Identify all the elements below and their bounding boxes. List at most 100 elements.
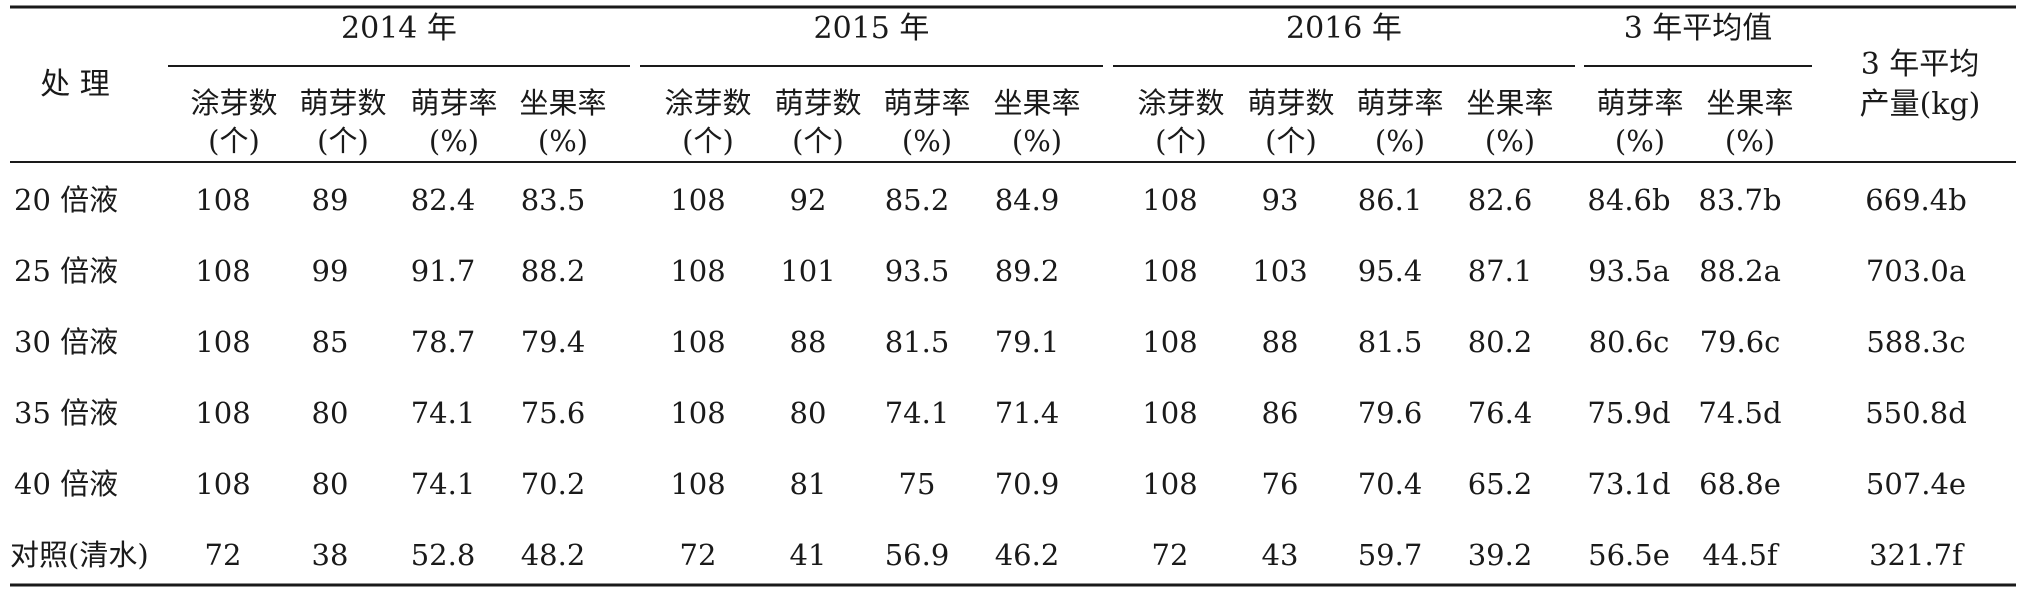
table-cell: 108: [1142, 183, 1198, 217]
table-cell: 93.5a: [1588, 254, 1670, 288]
table-cell: 84.6b: [1587, 183, 1671, 217]
subheader-unit: (%): [1374, 124, 1426, 158]
subheader-fruit-set-rate: 坐果率: [993, 86, 1081, 120]
subheader-sprouted-buds: 萌芽数: [774, 86, 862, 120]
table-cell: 72: [679, 538, 717, 572]
subheader-coated-buds: 涂芽数: [664, 86, 752, 120]
table-cell: 78.7: [410, 325, 476, 359]
table-cell: 85.2: [884, 183, 950, 217]
subheader-sprouted-buds: 萌芽数: [299, 86, 387, 120]
table-cell: 80.6c: [1588, 325, 1670, 359]
table-cell: 88.2: [520, 254, 586, 288]
subheader-avg-sprouting-rate: 萌芽率: [1596, 86, 1684, 120]
table-cell: 74.1: [884, 396, 950, 430]
table-cell: 108: [670, 254, 726, 288]
subheader-sprouting-rate: 萌芽率: [410, 86, 498, 120]
table-cell: 44.5f: [1702, 538, 1778, 572]
table-cell: 80: [789, 396, 827, 430]
table-cell: 108: [195, 183, 251, 217]
table-cell: 108: [1142, 254, 1198, 288]
table-cell: 39.2: [1467, 538, 1533, 572]
table-cell: 88: [1261, 325, 1299, 359]
subheader-coated-buds: 涂芽数: [1137, 86, 1225, 120]
table-cell: 79.6c: [1699, 325, 1781, 359]
treatment-label: 35 倍液: [14, 396, 119, 430]
table-cell: 703.0a: [1865, 254, 1967, 288]
table-cell: 76.4: [1467, 396, 1533, 430]
table-cell: 80: [311, 396, 349, 430]
table-cell: 48.2: [520, 538, 586, 572]
table-cell: 85: [311, 325, 349, 359]
table-cell: 84.9: [994, 183, 1060, 217]
table-cell: 92: [789, 183, 827, 217]
table-cell: 108: [670, 396, 726, 430]
table-cell: 91.7: [410, 254, 476, 288]
table-cell: 669.4b: [1865, 183, 1967, 217]
table-cell: 108: [195, 467, 251, 501]
table-cell: 86: [1261, 396, 1299, 430]
table-cell: 80: [311, 467, 349, 501]
table-cell: 56.9: [884, 538, 950, 572]
subheader-unit: (个): [1155, 124, 1207, 158]
table-cell: 75: [898, 467, 936, 501]
table-cell: 46.2: [994, 538, 1060, 572]
table-cell: 71.4: [994, 396, 1060, 430]
table-cell: 70.9: [994, 467, 1060, 501]
subheader-coated-buds: 涂芽数: [190, 86, 278, 120]
table-cell: 108: [670, 467, 726, 501]
table-cell: 75.6: [520, 396, 586, 430]
table-cell: 70.2: [520, 467, 586, 501]
table-cell: 93: [1261, 183, 1299, 217]
treatment-label: 20 倍液: [14, 183, 119, 217]
table-cell: 73.1d: [1587, 467, 1671, 501]
header-year-2014: 2014 年: [341, 11, 457, 46]
table-cell: 81: [789, 467, 827, 501]
table-cell: 76: [1261, 467, 1299, 501]
table-cell: 95.4: [1357, 254, 1423, 288]
header-three-year-average: 3 年平均值: [1623, 11, 1773, 46]
table-cell: 83.7b: [1698, 183, 1782, 217]
table-cell: 108: [670, 325, 726, 359]
table-cell: 52.8: [410, 538, 476, 572]
table-cell: 75.9d: [1587, 396, 1671, 430]
table-cell: 89: [311, 183, 349, 217]
table-cell: 93.5: [884, 254, 950, 288]
subheader-fruit-set-rate: 坐果率: [519, 86, 607, 120]
table-cell: 68.8e: [1699, 467, 1781, 501]
table-cell: 83.5: [520, 183, 586, 217]
table-cell: 79.1: [994, 325, 1060, 359]
table-cell: 108: [1142, 396, 1198, 430]
table-cell: 81.5: [1357, 325, 1423, 359]
table-cell: 108: [195, 396, 251, 430]
table-cell: 103: [1252, 254, 1308, 288]
table-cell: 72: [1151, 538, 1189, 572]
treatment-label: 30 倍液: [14, 325, 119, 359]
subheader-unit: (个): [1265, 124, 1317, 158]
table-cell: 79.6: [1357, 396, 1423, 430]
table-cell: 43: [1261, 538, 1299, 572]
subheader-fruit-set-rate: 坐果率: [1466, 86, 1554, 120]
treatment-label: 40 倍液: [14, 467, 119, 501]
subheader-unit: (%): [901, 124, 953, 158]
subheader-unit: (%): [1724, 124, 1776, 158]
subheader-sprouted-buds: 萌芽数: [1247, 86, 1335, 120]
table-cell: 108: [670, 183, 726, 217]
table-cell: 108: [195, 325, 251, 359]
table-cell: 108: [1142, 325, 1198, 359]
header-average-yield-line2: 产量(kg): [1859, 87, 1981, 122]
header-treatment: 处 理: [40, 67, 110, 102]
treatment-label: 25 倍液: [14, 254, 119, 288]
table-cell: 99: [311, 254, 349, 288]
table-cell: 70.4: [1357, 467, 1423, 501]
table-cell: 88.2a: [1699, 254, 1781, 288]
header-year-2016: 2016 年: [1286, 11, 1402, 46]
table-cell: 82.6: [1467, 183, 1533, 217]
table-cell: 41: [789, 538, 827, 572]
subheader-unit: (%): [1614, 124, 1666, 158]
treatment-label: 对照(清水): [10, 538, 149, 572]
table-cell: 79.4: [520, 325, 586, 359]
table-cell: 80.2: [1467, 325, 1533, 359]
table-cell: 86.1: [1357, 183, 1423, 217]
